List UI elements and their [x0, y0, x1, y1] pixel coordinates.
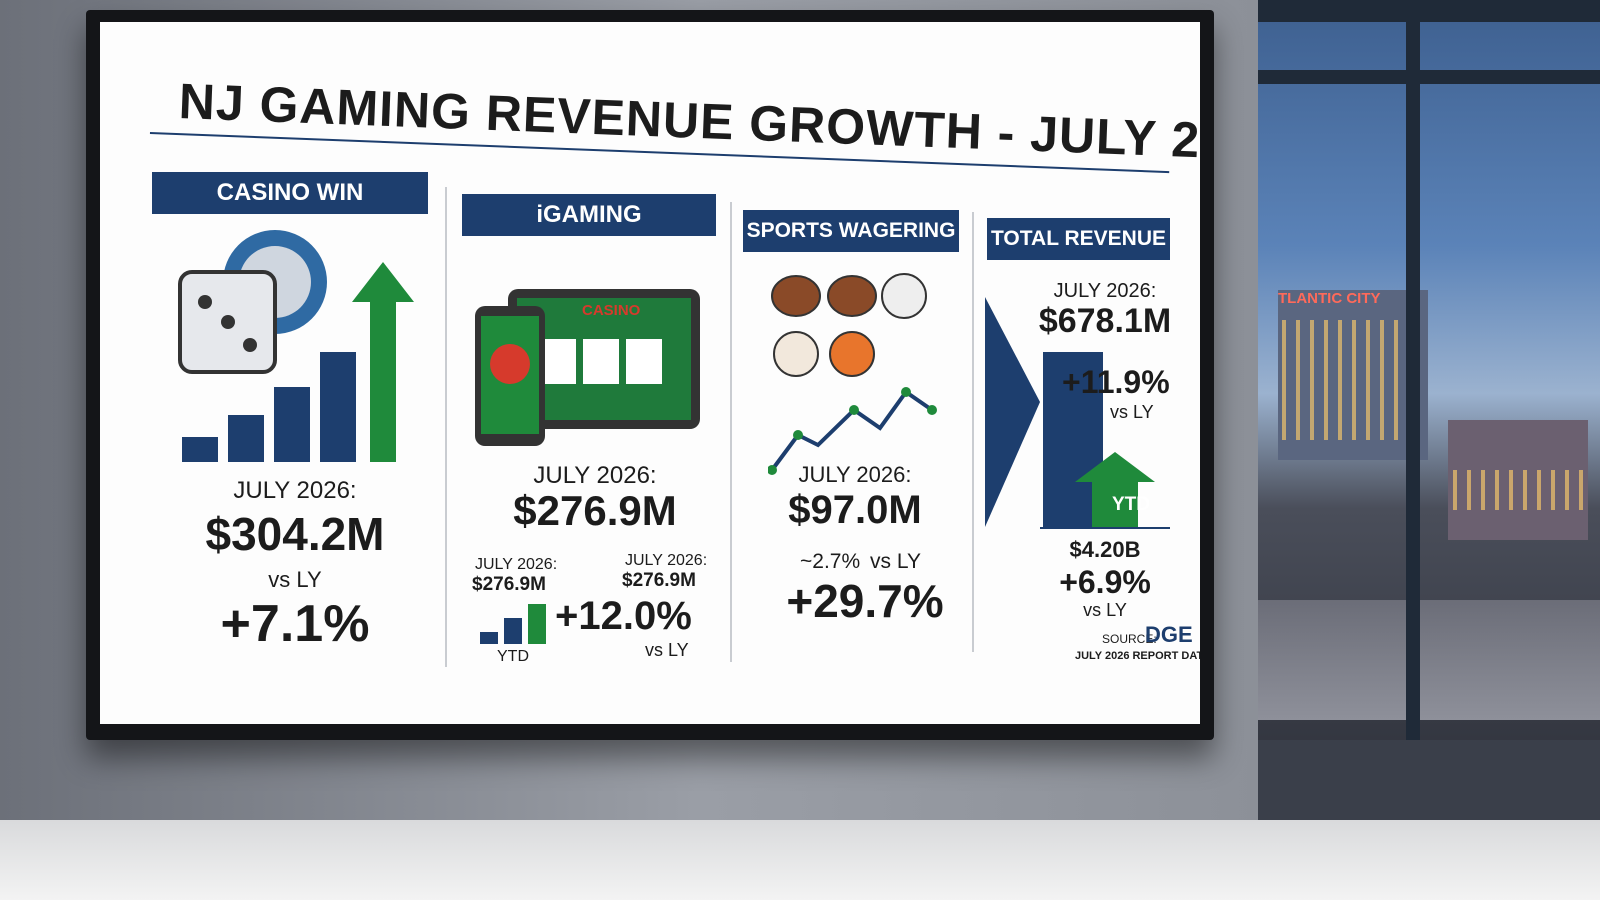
football: [827, 275, 877, 317]
panel-header: iGAMING: [462, 194, 716, 236]
label: JULY 2026:: [1053, 280, 1157, 302]
bar-icon: [528, 604, 546, 644]
sports-icon: [768, 273, 937, 475]
label: vs LY: [1083, 600, 1127, 620]
divider: [730, 202, 732, 662]
table-surface: [0, 820, 1600, 900]
window-frame: [1406, 0, 1420, 760]
change: +29.7%: [786, 575, 944, 627]
soccer-ball: [881, 273, 927, 319]
label: vs LY: [1110, 402, 1154, 422]
screen-label: CASINO: [582, 302, 641, 319]
value: $4.20B: [1069, 537, 1141, 562]
up-arrow: [1075, 452, 1155, 527]
reel: [583, 339, 619, 384]
value: $276.9M: [513, 487, 677, 534]
value: $276.9M: [472, 574, 546, 595]
panel-header: CASINO WIN: [152, 172, 428, 214]
mini-bars: [480, 604, 546, 644]
bar-icon: [480, 632, 498, 644]
value: $276.9M: [622, 570, 696, 591]
bar-icon: [228, 415, 264, 462]
divider: [445, 187, 447, 667]
igaming-icon: [475, 289, 700, 446]
trend-dot: [793, 430, 803, 440]
change: +11.9%: [1062, 364, 1170, 400]
trend-dot: [849, 405, 859, 415]
label: JULY 2026:: [475, 556, 558, 573]
bar-icon: [274, 387, 310, 462]
source-logo: DGE: [1145, 622, 1193, 647]
pip: [198, 295, 212, 309]
pip: [243, 338, 257, 352]
change: +6.9%: [1059, 564, 1151, 600]
casino-icon: [178, 230, 414, 462]
total-icon: [985, 297, 1170, 529]
value: $97.0M: [788, 488, 922, 532]
football: [771, 275, 821, 317]
building-lights: [1453, 470, 1583, 510]
chip: [490, 344, 530, 384]
label: JULY 2026:: [233, 477, 357, 504]
boardwalk: [1258, 600, 1600, 720]
divider: [972, 212, 974, 652]
label: vs LY: [268, 567, 322, 592]
change: ~2.7%: [800, 550, 861, 573]
basketball: [829, 331, 875, 377]
up-arrow: [352, 262, 414, 462]
panel-header: TOTAL REVENUE: [987, 218, 1170, 260]
sign-text: TLANTIC CITY: [1278, 290, 1381, 307]
trend-dot: [768, 465, 777, 475]
bar-icon: [320, 352, 356, 462]
window-sill: [1258, 740, 1600, 820]
panel-header: SPORTS WAGERING: [743, 210, 959, 252]
label: JULY 2026:: [798, 462, 912, 487]
window: TLANTIC CITY: [1258, 0, 1600, 820]
building-lights: [1282, 320, 1422, 440]
reel: [540, 339, 576, 384]
label: JULY 2026:: [625, 552, 708, 569]
bar-icon: [504, 618, 522, 644]
change: +12.0%: [555, 594, 692, 638]
label: vs LY: [870, 550, 921, 573]
label: YTD: [497, 648, 529, 665]
chevron: [985, 297, 1040, 527]
window-frame: [1258, 70, 1600, 84]
source-note: JULY 2026 REPORT DATA: [1075, 650, 1200, 662]
pip: [221, 315, 235, 329]
reel: [626, 339, 662, 384]
label: YTD: [1112, 494, 1150, 515]
trend-dot: [927, 405, 937, 415]
baseball: [773, 331, 819, 377]
source-label: SOURCE:: [1102, 632, 1157, 646]
label: vs LY: [645, 640, 689, 660]
label: JULY 2026:: [533, 462, 657, 489]
value: $304.2M: [205, 508, 385, 560]
window-frame: [1258, 0, 1600, 22]
value: $678.1M: [1038, 302, 1172, 340]
change: +7.1%: [220, 595, 370, 653]
title: NJ GAMING REVENUE GROWTH - JULY 2026: [177, 72, 1200, 172]
tv-screen: NJ GAMING REVENUE GROWTH - JULY 2026 CAS…: [100, 22, 1200, 724]
bar-icon: [182, 437, 218, 462]
trend-dot: [901, 387, 911, 397]
